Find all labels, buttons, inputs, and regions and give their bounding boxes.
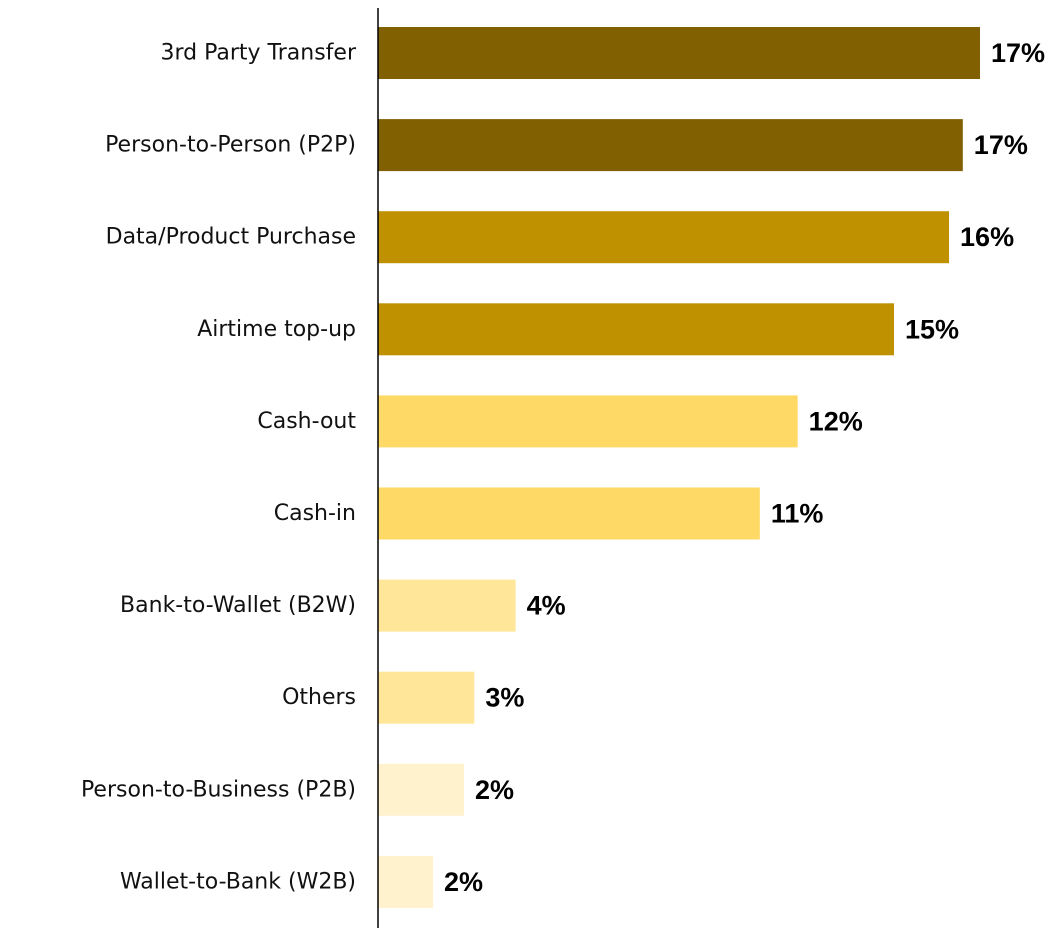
category-label: Airtime top-up (197, 317, 356, 342)
bar (378, 579, 516, 632)
bar (378, 395, 798, 448)
category-label: Cash-out (257, 409, 356, 434)
bar (378, 119, 963, 172)
data-label: 4% (527, 591, 566, 621)
bar (378, 303, 894, 356)
category-label: Cash-in (274, 501, 356, 526)
bar (378, 487, 760, 540)
data-label: 11% (771, 499, 824, 529)
category-label: Person-to-Person (P2P) (105, 133, 356, 158)
data-label: 16% (960, 222, 1014, 252)
bar (378, 763, 464, 816)
category-label: Wallet-to-Bank (W2B) (120, 869, 356, 894)
category-label: Person-to-Business (P2B) (81, 777, 356, 802)
bars-group: 3rd Party Transfer 17% Person-to-Person (P… (81, 27, 1045, 908)
category-label: 3rd Party Transfer (160, 41, 356, 66)
bar (378, 27, 980, 79)
data-label: 17% (974, 130, 1028, 160)
category-label: Data/Product Purchase (106, 225, 356, 250)
bar (378, 855, 434, 908)
data-label: 2% (444, 867, 483, 897)
bar (378, 671, 475, 724)
bar (378, 211, 950, 264)
data-label: 15% (905, 314, 959, 344)
data-label: 3% (485, 683, 524, 713)
data-label: 17% (991, 38, 1045, 68)
data-label: 12% (809, 406, 863, 436)
data-label: 2% (475, 775, 514, 805)
category-label: Bank-to-Wallet (B2W) (120, 593, 356, 618)
category-label: Others (282, 685, 356, 710)
